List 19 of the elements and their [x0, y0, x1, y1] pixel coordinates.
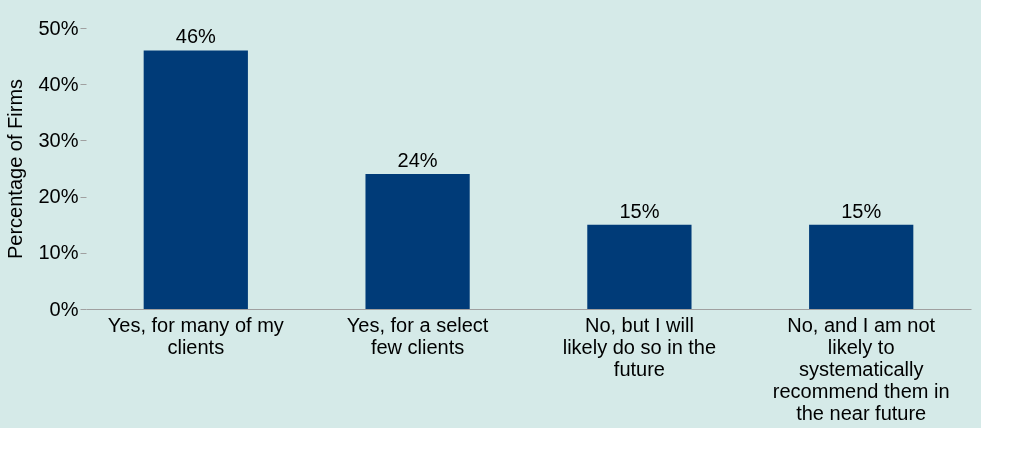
data-label: 46%	[175, 25, 217, 48]
y-tick-label: 30%	[38, 128, 79, 151]
bar	[809, 224, 914, 309]
x-tick-label: Yes, for many of my clients	[107, 313, 284, 358]
x-tick-label: Yes, for a select few clients	[346, 313, 489, 358]
y-tick-label: 0%	[49, 297, 79, 320]
y-tick-label: 40%	[38, 72, 79, 95]
bar	[143, 50, 248, 309]
bar	[587, 224, 692, 309]
bar	[365, 174, 470, 309]
data-label: 24%	[397, 149, 438, 172]
data-label: 15%	[619, 199, 660, 222]
y-axis-title: Percentage of Firms	[4, 78, 27, 260]
x-tick-label: No, and I am not likely to systematically recommend them in the near future	[772, 313, 950, 424]
y-tick-label: 10%	[38, 241, 79, 264]
data-label: 15%	[841, 199, 882, 222]
x-tick-label: No, but I will likely do so in the future	[562, 313, 717, 380]
y-tick-label: 20%	[38, 185, 79, 208]
y-tick-label: 50%	[38, 16, 79, 39]
